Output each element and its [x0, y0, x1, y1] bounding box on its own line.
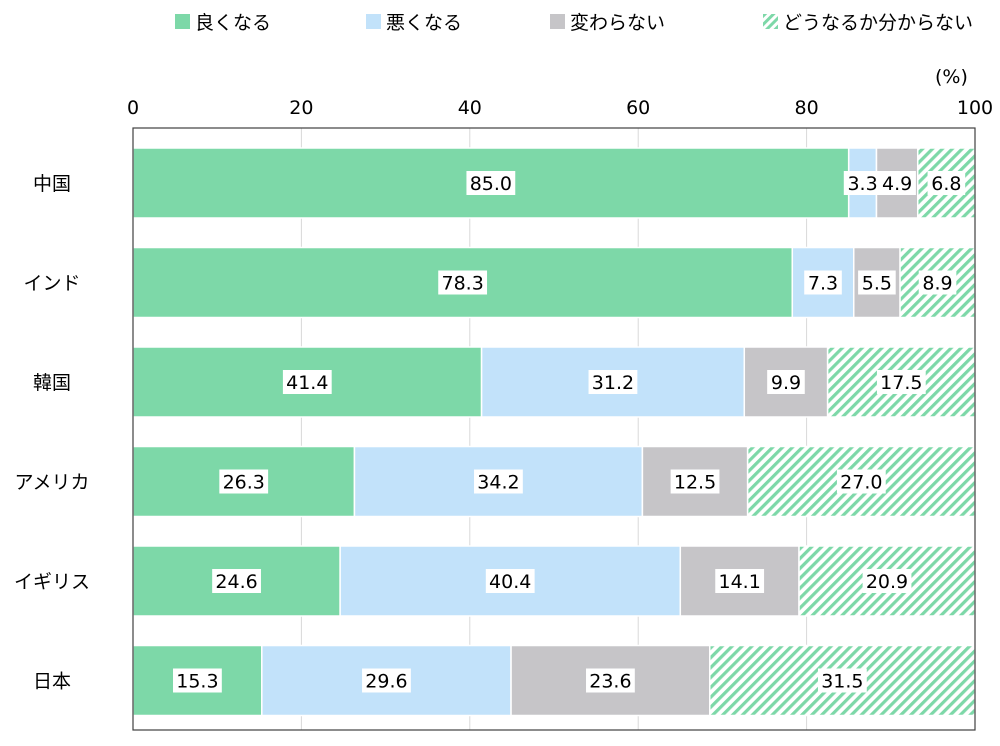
value-label-bg	[173, 668, 222, 693]
category-label: 日本	[33, 671, 71, 693]
category-label: イギリス	[14, 571, 90, 593]
value-label-bg	[282, 370, 332, 394]
value-label-bg	[586, 668, 635, 693]
value-label-bg	[843, 171, 882, 195]
value-label-bg	[862, 569, 912, 593]
value-label-bg	[588, 370, 638, 394]
value-labels: 85.0 3.3 4.9 6.8 78.3 7.3 5.5 8.9 41.4 31.2 9.9 17.…	[173, 171, 966, 693]
value-label: 24.6	[215, 571, 257, 593]
value-label: 20.9	[866, 571, 908, 593]
value-label: 29.6	[365, 671, 407, 693]
legend-item-good: 良くなる	[175, 8, 271, 35]
value-label-bg	[438, 270, 488, 295]
value-label-bg	[817, 668, 867, 693]
value-label: 6.8	[931, 173, 961, 195]
value-label: 12.5	[674, 472, 716, 494]
value-label: 31.5	[821, 671, 863, 693]
bars	[132, 147, 976, 717]
value-label-bg	[219, 469, 269, 494]
value-label-bg	[918, 270, 957, 295]
value-label: 5.5	[862, 273, 892, 295]
x-tick-label: 40	[458, 97, 482, 119]
x-tick-label: 20	[289, 97, 313, 119]
value-label-bg	[485, 569, 535, 593]
value-label: 8.9	[922, 273, 952, 295]
value-label: 31.2	[592, 372, 634, 394]
x-tick-label: 60	[626, 97, 650, 119]
value-label: 41.4	[286, 372, 328, 394]
value-label-bg	[212, 569, 261, 593]
value-label: 26.3	[223, 472, 265, 494]
value-label-bg	[804, 270, 842, 295]
value-label-bg	[466, 171, 516, 195]
legend-label-unknown: どうなるか分からない	[783, 12, 974, 34]
value-label: 40.4	[489, 571, 531, 593]
legend-label-bad: 悪くなる	[386, 12, 463, 34]
legend-item-unknown: どうなるか分からない	[763, 8, 973, 35]
category-label: インド	[23, 273, 80, 295]
value-label: 7.3	[808, 273, 838, 295]
value-label-bg	[876, 370, 926, 394]
value-label-bg	[878, 171, 916, 195]
value-label-bg	[474, 469, 523, 494]
value-label-bg	[927, 171, 966, 195]
value-label-bg	[362, 668, 411, 693]
legend-swatch-unchanged	[550, 14, 565, 29]
value-label: 17.5	[880, 372, 922, 394]
category-label: 中国	[33, 173, 71, 195]
value-label-bg	[836, 469, 886, 494]
category-label: アメリカ	[14, 472, 89, 494]
legend: 良くなる 悪くなる 変わらない どうなるか分からない	[0, 8, 1000, 38]
legend-swatch-unknown	[763, 14, 778, 29]
value-label: 4.9	[882, 173, 912, 195]
value-label: 78.3	[441, 273, 483, 295]
x-tick-label: 0	[127, 97, 139, 119]
value-label-bg	[858, 270, 896, 295]
plot-frame	[132, 127, 976, 731]
value-label-bg	[715, 569, 765, 593]
legend-item-unchanged: 変わらない	[550, 8, 665, 35]
value-label: 27.0	[840, 472, 882, 494]
legend-item-bad: 悪くなる	[366, 8, 462, 35]
value-label: 23.6	[589, 671, 631, 693]
unit-label: (%)	[935, 66, 968, 88]
value-label: 85.0	[470, 173, 512, 195]
value-label: 3.3	[847, 173, 877, 195]
grid-lines	[300, 128, 808, 730]
value-label-bg	[767, 370, 805, 394]
value-label: 34.2	[477, 472, 519, 494]
legend-swatch-bad	[366, 14, 381, 29]
value-label: 14.1	[719, 571, 761, 593]
x-tick-label: 80	[795, 97, 819, 119]
legend-swatch-good	[175, 14, 190, 29]
value-label: 15.3	[176, 671, 218, 693]
x-tick-label: 100	[957, 97, 993, 119]
category-label: 韓国	[33, 372, 71, 394]
legend-label-unchanged: 変わらない	[570, 12, 666, 34]
value-label-bg	[670, 469, 720, 494]
value-label: 9.9	[771, 372, 801, 394]
legend-label-good: 良くなる	[195, 12, 272, 34]
